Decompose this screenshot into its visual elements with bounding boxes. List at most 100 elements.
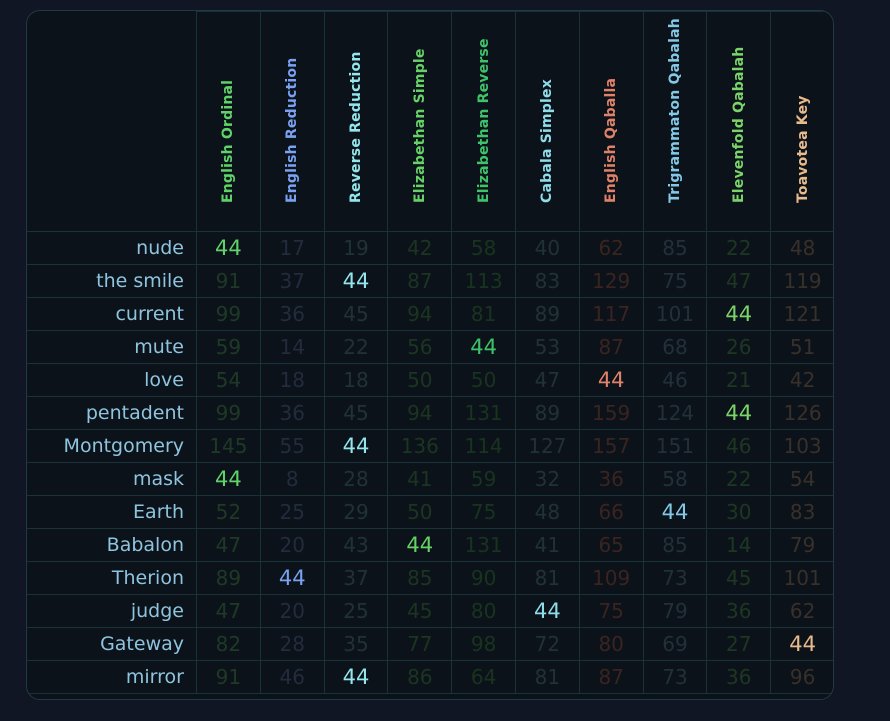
cipher-header-trigrammaton-qabalah[interactable]: Trigrammaton Qabalah <box>642 11 708 232</box>
phrase-label[interactable]: mute <box>27 330 197 364</box>
value-cell[interactable]: 89 <box>514 297 580 331</box>
value-cell[interactable]: 66 <box>578 495 644 529</box>
value-cell[interactable]: 73 <box>642 660 708 694</box>
value-cell[interactable]: 145 <box>196 429 261 463</box>
cipher-header-reverse-reduction[interactable]: Reverse Reduction <box>323 11 389 232</box>
value-cell[interactable]: 99 <box>196 297 261 331</box>
value-cell[interactable]: 46 <box>706 429 772 463</box>
value-cell[interactable]: 126 <box>770 396 833 430</box>
value-cell[interactable]: 109 <box>578 561 644 595</box>
phrase-label[interactable]: Babalon <box>27 528 197 562</box>
value-cell[interactable]: 59 <box>451 462 516 496</box>
value-cell[interactable]: 44 <box>387 528 453 562</box>
value-cell[interactable]: 44 <box>196 231 261 265</box>
value-cell[interactable]: 25 <box>323 594 389 628</box>
value-cell[interactable]: 30 <box>706 495 772 529</box>
value-cell[interactable]: 89 <box>514 396 580 430</box>
value-cell[interactable]: 22 <box>323 330 389 364</box>
value-cell[interactable]: 45 <box>323 396 389 430</box>
value-cell[interactable]: 43 <box>323 528 389 562</box>
value-cell[interactable]: 87 <box>578 660 644 694</box>
value-cell[interactable]: 32 <box>514 462 580 496</box>
phrase-label[interactable]: nude <box>27 231 197 265</box>
value-cell[interactable]: 53 <box>514 330 580 364</box>
value-cell[interactable]: 131 <box>451 396 516 430</box>
value-cell[interactable]: 45 <box>706 561 772 595</box>
value-cell[interactable]: 119 <box>770 264 833 298</box>
value-cell[interactable]: 35 <box>323 627 389 661</box>
value-cell[interactable]: 46 <box>259 660 325 694</box>
value-cell[interactable]: 44 <box>770 627 833 661</box>
value-cell[interactable]: 87 <box>578 330 644 364</box>
value-cell[interactable]: 41 <box>387 462 453 496</box>
value-cell[interactable]: 136 <box>387 429 453 463</box>
value-cell[interactable]: 48 <box>770 231 833 265</box>
value-cell[interactable]: 44 <box>642 495 708 529</box>
value-cell[interactable]: 8 <box>259 462 325 496</box>
value-cell[interactable]: 79 <box>642 594 708 628</box>
value-cell[interactable]: 47 <box>196 594 261 628</box>
value-cell[interactable]: 44 <box>323 429 389 463</box>
value-cell[interactable]: 36 <box>259 297 325 331</box>
value-cell[interactable]: 54 <box>770 462 833 496</box>
value-cell[interactable]: 159 <box>578 396 644 430</box>
value-cell[interactable]: 44 <box>323 660 389 694</box>
value-cell[interactable]: 18 <box>323 363 389 397</box>
value-cell[interactable]: 36 <box>706 594 772 628</box>
phrase-label[interactable]: current <box>27 297 197 331</box>
phrase-label[interactable]: the smile <box>27 264 197 298</box>
value-cell[interactable]: 94 <box>387 396 453 430</box>
value-cell[interactable]: 40 <box>514 231 580 265</box>
value-cell[interactable]: 56 <box>387 330 453 364</box>
value-cell[interactable]: 68 <box>642 330 708 364</box>
phrase-label[interactable]: Earth <box>27 495 197 529</box>
value-cell[interactable]: 25 <box>259 495 325 529</box>
value-cell[interactable]: 86 <box>387 660 453 694</box>
value-cell[interactable]: 85 <box>642 231 708 265</box>
value-cell[interactable]: 90 <box>451 561 516 595</box>
value-cell[interactable]: 80 <box>451 594 516 628</box>
value-cell[interactable]: 36 <box>259 396 325 430</box>
value-cell[interactable]: 121 <box>770 297 833 331</box>
value-cell[interactable]: 91 <box>196 264 261 298</box>
phrase-label[interactable]: Montgomery <box>27 429 197 463</box>
value-cell[interactable]: 47 <box>706 264 772 298</box>
phrase-label[interactable]: love <box>27 363 197 397</box>
cipher-header-english-ordinal[interactable]: English Ordinal <box>196 11 261 232</box>
value-cell[interactable]: 44 <box>451 330 516 364</box>
value-cell[interactable]: 28 <box>259 627 325 661</box>
phrase-label[interactable]: Therion <box>27 561 197 595</box>
value-cell[interactable]: 36 <box>578 462 644 496</box>
value-cell[interactable]: 103 <box>770 429 833 463</box>
value-cell[interactable]: 81 <box>514 561 580 595</box>
cipher-header-toavotea-key[interactable]: Toavotea Key <box>770 11 833 232</box>
value-cell[interactable]: 50 <box>387 495 453 529</box>
value-cell[interactable]: 20 <box>259 528 325 562</box>
value-cell[interactable]: 17 <box>259 231 325 265</box>
value-cell[interactable]: 98 <box>451 627 516 661</box>
value-cell[interactable]: 50 <box>387 363 453 397</box>
value-cell[interactable]: 89 <box>196 561 261 595</box>
value-cell[interactable]: 131 <box>451 528 516 562</box>
value-cell[interactable]: 75 <box>642 264 708 298</box>
value-cell[interactable]: 19 <box>323 231 389 265</box>
value-cell[interactable]: 69 <box>642 627 708 661</box>
value-cell[interactable]: 47 <box>514 363 580 397</box>
value-cell[interactable]: 101 <box>642 297 708 331</box>
value-cell[interactable]: 80 <box>578 627 644 661</box>
cipher-header-elizabethan-simple[interactable]: Elizabethan Simple <box>387 11 453 232</box>
value-cell[interactable]: 59 <box>196 330 261 364</box>
value-cell[interactable]: 55 <box>259 429 325 463</box>
value-cell[interactable]: 99 <box>196 396 261 430</box>
value-cell[interactable]: 73 <box>642 561 708 595</box>
value-cell[interactable]: 28 <box>323 462 389 496</box>
value-cell[interactable]: 26 <box>706 330 772 364</box>
value-cell[interactable]: 91 <box>196 660 261 694</box>
value-cell[interactable]: 87 <box>387 264 453 298</box>
value-cell[interactable]: 81 <box>451 297 516 331</box>
value-cell[interactable]: 83 <box>514 264 580 298</box>
cipher-header-elevenfold-qabalah[interactable]: Elevenfold Qabalah <box>706 11 772 232</box>
value-cell[interactable]: 127 <box>514 429 580 463</box>
value-cell[interactable]: 77 <box>387 627 453 661</box>
value-cell[interactable]: 65 <box>578 528 644 562</box>
